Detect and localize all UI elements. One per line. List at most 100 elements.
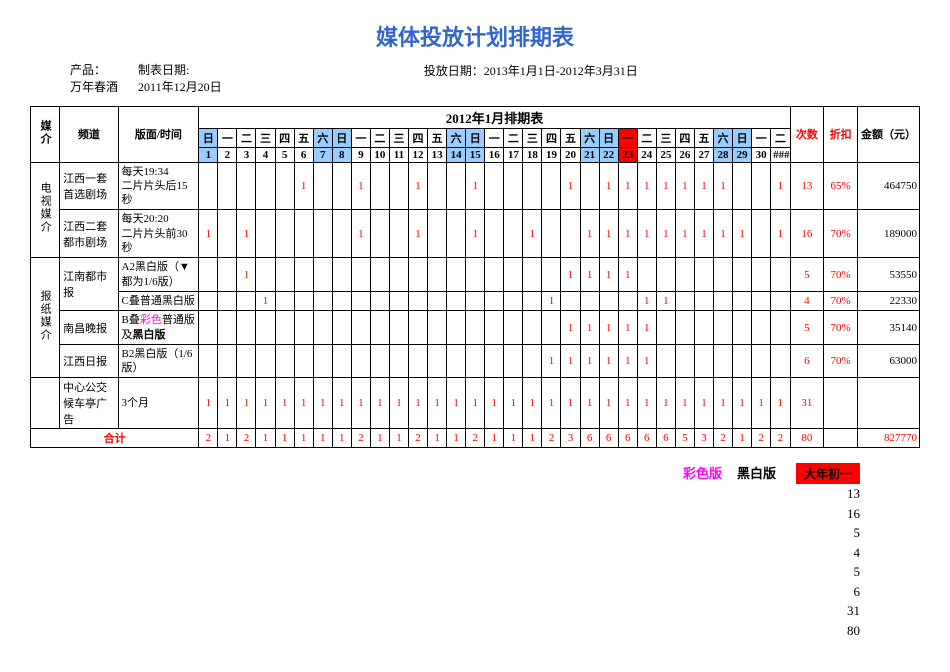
day-cell — [199, 291, 218, 310]
total-day-cell: 2 — [408, 429, 427, 448]
day-cell: 1 — [656, 378, 675, 429]
period-block: 投放日期：2013年1月1日-2012年3月31日 — [424, 62, 638, 96]
newyear-tag: 大年初一 — [796, 463, 860, 484]
day-cell — [370, 344, 389, 378]
day-cell: 1 — [428, 378, 447, 429]
hdr-month: 2012年1月排期表 — [199, 106, 790, 128]
day-cell — [428, 344, 447, 378]
total-day-cell: 2 — [237, 429, 256, 448]
total-day-cell: 1 — [447, 429, 466, 448]
day-cell — [351, 258, 370, 292]
count-cell: 31 — [790, 378, 824, 429]
total-day-cell: 1 — [485, 429, 504, 448]
day-cell: 1 — [599, 378, 618, 429]
weekday-cell: 三 — [389, 128, 408, 147]
total-day-cell: 6 — [637, 429, 656, 448]
day-cell: 1 — [256, 378, 275, 429]
day-cell — [351, 311, 370, 345]
day-cell — [504, 311, 523, 345]
plan-cell: A2黑白版（▼都为1/6版） — [118, 258, 199, 292]
media-group-cell — [31, 378, 60, 429]
daynum-cell: 15 — [466, 147, 485, 162]
day-cell — [542, 311, 561, 345]
day-cell: 1 — [237, 258, 256, 292]
day-cell — [694, 311, 713, 345]
day-cell — [199, 311, 218, 345]
amount-cell: 53550 — [857, 258, 919, 292]
day-cell — [389, 162, 408, 210]
total-amount: 827770 — [857, 429, 919, 448]
day-cell: 1 — [332, 378, 351, 429]
page-title: 媒体投放计划排期表 — [30, 20, 920, 52]
day-cell: 1 — [637, 378, 656, 429]
day-cell: 1 — [408, 162, 427, 210]
day-cell — [218, 344, 237, 378]
count-cell: 6 — [790, 344, 824, 378]
daynum-cell: 2 — [218, 147, 237, 162]
day-cell — [523, 291, 542, 310]
day-cell — [218, 258, 237, 292]
total-day-cell: 6 — [618, 429, 637, 448]
day-cell — [275, 311, 294, 345]
daynum-cell: ### — [771, 147, 790, 162]
day-cell — [332, 344, 351, 378]
daynum-cell: 17 — [504, 147, 523, 162]
weekday-cell: 日 — [332, 128, 351, 147]
day-cell: 1 — [199, 210, 218, 258]
weekday-cell: 日 — [466, 128, 485, 147]
day-cell: 1 — [218, 378, 237, 429]
day-cell — [237, 162, 256, 210]
day-cell — [752, 162, 771, 210]
day-cell — [504, 291, 523, 310]
day-cell — [504, 344, 523, 378]
total-day-cell: 2 — [771, 429, 790, 448]
day-cell: 1 — [542, 378, 561, 429]
day-cell: 1 — [656, 291, 675, 310]
total-day-cell: 6 — [580, 429, 599, 448]
total-day-cell: 1 — [275, 429, 294, 448]
day-cell: 1 — [675, 210, 694, 258]
day-cell: 1 — [561, 311, 580, 345]
day-cell — [237, 311, 256, 345]
header-info: 产品： 万年春酒 制表日期: 2011年12月20日 投放日期：2013年1月1… — [70, 62, 880, 96]
day-cell: 1 — [561, 344, 580, 378]
day-cell — [504, 258, 523, 292]
total-day-cell: 2 — [466, 429, 485, 448]
day-cell — [408, 291, 427, 310]
hdr-media: 媒介 — [31, 106, 60, 162]
day-cell — [599, 291, 618, 310]
day-cell — [389, 210, 408, 258]
day-cell — [447, 311, 466, 345]
period-value: 2013年1月1日-2012年3月31日 — [484, 64, 638, 78]
day-cell: 1 — [752, 378, 771, 429]
day-cell: 1 — [408, 378, 427, 429]
daynum-cell: 29 — [733, 147, 752, 162]
day-cell — [256, 162, 275, 210]
footer: 彩色版 黑白版 大年初一 131654563180 — [30, 463, 920, 640]
day-cell — [447, 162, 466, 210]
day-cell: 1 — [618, 258, 637, 292]
channel-cell: 江西日报 — [60, 344, 118, 378]
day-cell — [275, 258, 294, 292]
product-value: 万年春酒 — [70, 79, 118, 96]
day-cell — [656, 344, 675, 378]
day-cell — [504, 162, 523, 210]
day-cell — [447, 210, 466, 258]
day-cell — [771, 311, 790, 345]
day-cell: 1 — [618, 210, 637, 258]
weekday-cell: 二 — [637, 128, 656, 147]
day-cell — [733, 344, 752, 378]
day-cell — [733, 258, 752, 292]
day-cell — [675, 258, 694, 292]
day-cell: 1 — [599, 258, 618, 292]
day-cell: 1 — [561, 162, 580, 210]
day-cell — [694, 291, 713, 310]
weekday-cell: 四 — [542, 128, 561, 147]
daynum-cell: 24 — [637, 147, 656, 162]
daynum-cell: 18 — [523, 147, 542, 162]
day-cell — [523, 258, 542, 292]
count-cell: 5 — [790, 311, 824, 345]
weekday-cell: 二 — [504, 128, 523, 147]
day-cell: 1 — [713, 162, 732, 210]
channel-cell: 江西二套都市剧场 — [60, 210, 118, 258]
